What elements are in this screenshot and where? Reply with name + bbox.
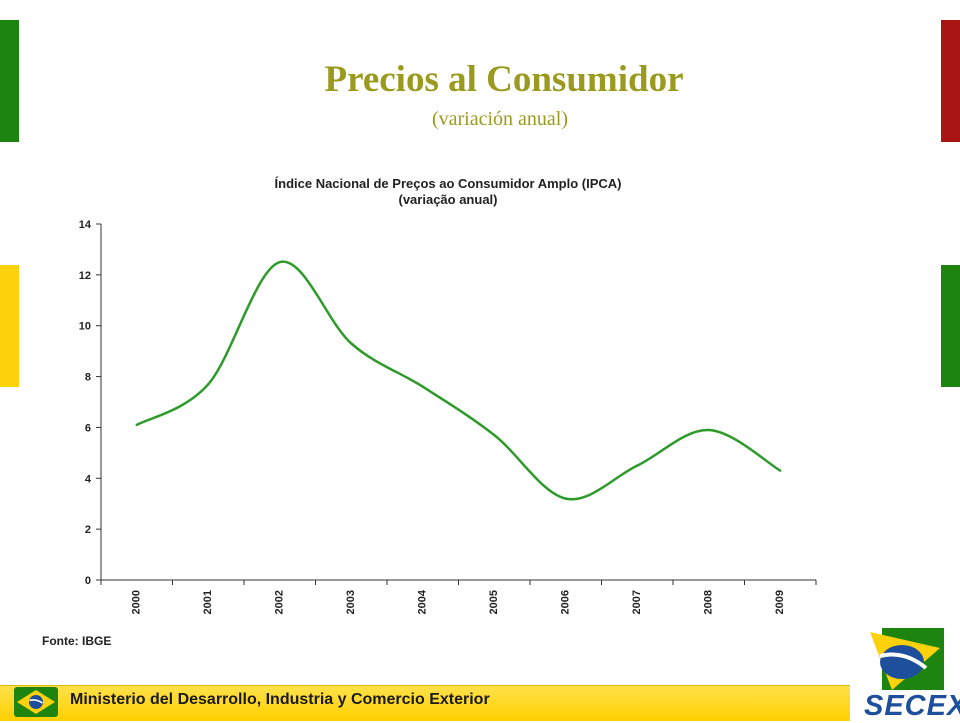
- footer-bar: [0, 685, 850, 721]
- left-yellow-bar: [0, 265, 19, 387]
- series-group: [135, 260, 782, 501]
- y-tick-label: 14: [79, 219, 92, 231]
- y-axis-ticks: 0 2 4 6 8 10 12 14: [79, 219, 101, 587]
- x-tick-label: 2009: [774, 590, 786, 614]
- slide-subtitle: (variación anual): [431, 108, 569, 130]
- x-tick-label: 2004: [417, 589, 429, 614]
- secex-logo-icon: [870, 628, 944, 690]
- x-tick-label: 2008: [703, 590, 715, 614]
- data-point: [493, 433, 496, 437]
- left-green-bar: [0, 20, 19, 142]
- footer-ministry-text: Ministerio del Desarrollo, Industria y C…: [70, 691, 490, 708]
- brazil-flag-icon: [14, 687, 58, 717]
- data-point: [350, 342, 353, 345]
- data-point: [636, 464, 639, 467]
- x-axis-ticks: 2000 2001 2002 2003 2004 2005 2006 2007 2008 2009: [100, 580, 817, 614]
- y-tick-label: 8: [85, 372, 91, 384]
- x-tick-label: 2003: [345, 590, 357, 614]
- y-tick-label: 6: [85, 422, 91, 434]
- secex-logo-text: SECEX: [864, 690, 960, 722]
- x-tick-label: 2000: [131, 590, 143, 614]
- chart-subtitle: (variação anual): [399, 192, 498, 207]
- y-tick-label: 4: [85, 473, 92, 485]
- y-tick-label: 12: [79, 270, 91, 282]
- data-point: [278, 260, 281, 264]
- y-tick-label: 2: [85, 524, 91, 536]
- data-point: [564, 497, 567, 500]
- y-tick-label: 0: [85, 575, 91, 587]
- x-tick-label: 2007: [631, 590, 643, 614]
- x-tick-label: 2001: [202, 590, 214, 614]
- source-note: Fonte: IBGE: [42, 634, 112, 648]
- x-tick-label: 2002: [274, 590, 286, 614]
- series-line: [136, 260, 781, 501]
- ipca-line-chart: Índice Nacional de Preços ao Consumidor …: [79, 176, 817, 614]
- data-point: [207, 383, 210, 386]
- right-green-bar: [941, 265, 960, 387]
- y-tick-label: 10: [79, 321, 91, 333]
- right-red-bar: [941, 20, 960, 142]
- data-point: [135, 423, 138, 427]
- data-point: [779, 469, 782, 472]
- chart-axes: [100, 224, 816, 581]
- slide-title: Precios al Consumidor: [324, 59, 684, 100]
- x-tick-label: 2006: [560, 590, 572, 614]
- chart-title: Índice Nacional de Preços ao Consumidor …: [275, 176, 622, 191]
- x-tick-label: 2005: [488, 590, 500, 614]
- data-point: [421, 385, 424, 388]
- data-point: [707, 428, 710, 432]
